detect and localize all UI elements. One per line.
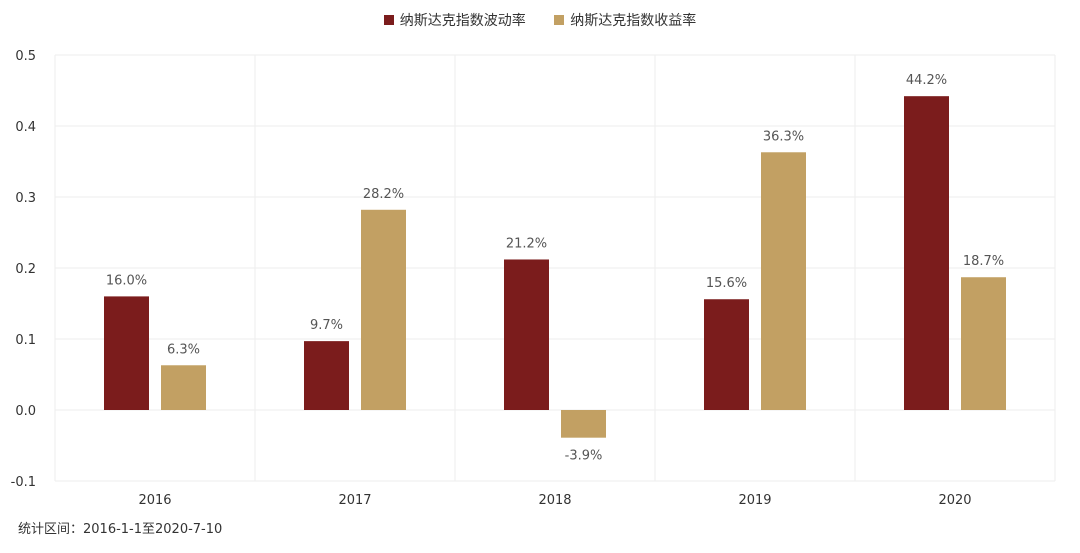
y-tick-label: 0.1 bbox=[15, 333, 36, 348]
bar bbox=[904, 96, 949, 411]
y-tick-label: 0.2 bbox=[15, 262, 36, 277]
footnote: 统计区间：2016-1-1至2020-7-10 bbox=[18, 522, 223, 537]
bar bbox=[361, 209, 406, 410]
data-label: -3.9% bbox=[565, 449, 603, 464]
bar bbox=[304, 341, 349, 410]
bar bbox=[704, 299, 749, 410]
bar bbox=[504, 259, 549, 410]
legend-item-volatility: 纳斯达克指数波动率 bbox=[383, 10, 526, 30]
x-tick-label: 2019 bbox=[738, 493, 771, 508]
x-tick-label: 2017 bbox=[338, 493, 371, 508]
bar bbox=[161, 365, 206, 410]
data-label: 6.3% bbox=[167, 342, 200, 357]
data-label: 9.7% bbox=[310, 318, 343, 333]
bar bbox=[561, 410, 606, 438]
legend-swatch-return bbox=[554, 15, 565, 25]
y-tick-label: 0.0 bbox=[15, 404, 36, 419]
data-label: 15.6% bbox=[706, 276, 747, 291]
y-tick-label: -0.1 bbox=[11, 475, 36, 490]
y-tick-label: 0.4 bbox=[15, 120, 36, 135]
bar bbox=[961, 277, 1006, 410]
legend-label-return: 纳斯达克指数收益率 bbox=[570, 13, 697, 29]
bar bbox=[104, 296, 149, 410]
x-tick-label: 2018 bbox=[538, 493, 571, 508]
legend-item-return: 纳斯达克指数收益率 bbox=[554, 10, 696, 30]
y-tick-label: 0.3 bbox=[15, 191, 36, 206]
legend-label-volatility: 纳斯达克指数波动率 bbox=[399, 13, 526, 29]
legend-swatch-volatility bbox=[383, 15, 394, 25]
data-label: 21.2% bbox=[506, 236, 547, 251]
data-label: 44.2% bbox=[906, 73, 947, 88]
chart-legend: 纳斯达克指数波动率 纳斯达克指数收益率 bbox=[0, 10, 1080, 30]
data-label: 36.3% bbox=[763, 129, 804, 144]
data-label: 16.0% bbox=[106, 273, 147, 288]
y-tick-label: 0.5 bbox=[15, 49, 36, 64]
x-tick-label: 2020 bbox=[938, 493, 971, 508]
bar bbox=[761, 152, 806, 410]
x-tick-label: 2016 bbox=[138, 493, 171, 508]
data-label: 28.2% bbox=[363, 187, 404, 202]
data-label: 18.7% bbox=[963, 254, 1004, 269]
